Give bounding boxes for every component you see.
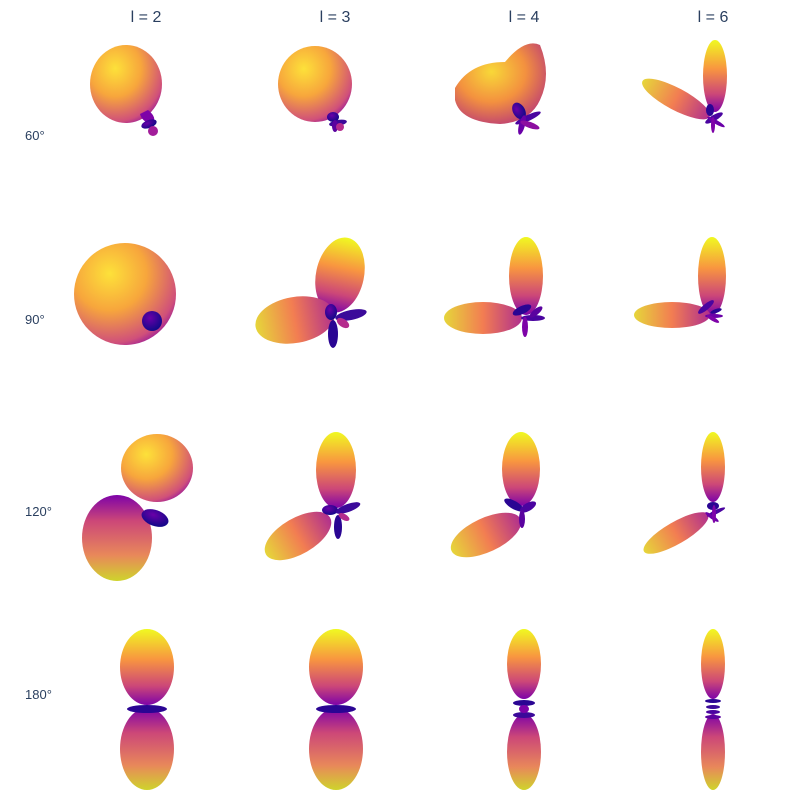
lobe-120-l3: [264, 432, 361, 561]
lobe-120-l6: [643, 432, 726, 554]
lobe-90-l6: [634, 237, 726, 328]
lobe-180-l4: [507, 629, 541, 790]
lobe-180-l3: [309, 629, 363, 790]
lobe-90-l3: [255, 237, 367, 348]
lobe-180-l2: [120, 629, 174, 790]
lobe-60-l4: [455, 43, 546, 135]
column-title-l2: l = 2: [130, 9, 162, 26]
lobe-120-l4: [450, 432, 540, 558]
column-title-l4: l = 4: [508, 9, 540, 26]
column-title-l6: l = 6: [697, 9, 729, 26]
row-label-60: 60°: [25, 128, 45, 143]
lobe-120-l2: [82, 434, 193, 581]
column-title-l3: l = 3: [319, 9, 351, 26]
lobe-90-l4: [444, 237, 545, 337]
lobe-180-l6: [701, 629, 725, 790]
lobe-90-l2: [74, 243, 176, 345]
row-label-180: 180°: [25, 687, 52, 702]
lobe-60-l6: [642, 40, 727, 133]
row-label-90: 90°: [25, 312, 45, 327]
lobe-60-l2: [90, 45, 162, 136]
row-label-120: 120°: [25, 504, 52, 519]
lobe-60-l3: [278, 46, 352, 132]
